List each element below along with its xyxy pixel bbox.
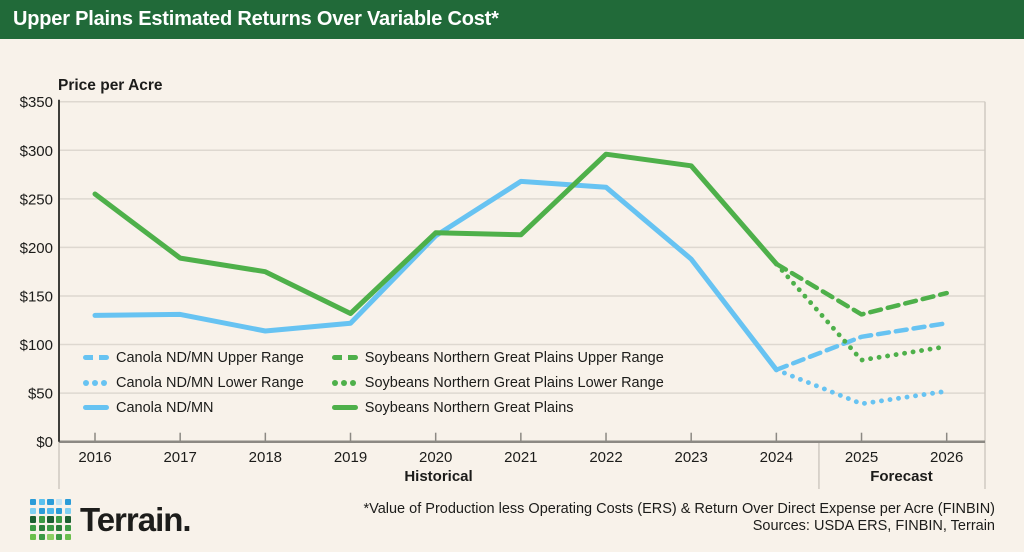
legend-column-soybeans: Soybeans Northern Great Plains Upper Ran… <box>331 345 664 420</box>
dashed-line-swatch-icon <box>331 355 365 360</box>
legend-item-canola: Canola ND/MN <box>83 395 304 420</box>
legend-label: Canola ND/MN Lower Range <box>116 374 304 391</box>
page-title: Upper Plains Estimated Returns Over Vari… <box>13 8 499 30</box>
solid-line-swatch-icon <box>83 405 116 410</box>
x-tick-label: 2022 <box>589 449 622 466</box>
y-tick-label: $350 <box>20 94 53 111</box>
legend-label: Canola ND/MN Upper Range <box>116 349 304 366</box>
y-tick-label: $50 <box>28 386 53 403</box>
y-tick-label: $200 <box>20 240 53 257</box>
series-line-soybeans-northern-great-plains-lower-range <box>774 261 950 363</box>
legend-item-soybeans-upper: Soybeans Northern Great Plains Upper Ran… <box>331 345 664 370</box>
x-section-label-forecast: Forecast <box>870 468 933 485</box>
series-line-canola-nd-mn <box>92 178 779 373</box>
y-axis-title: Price per Acre <box>58 77 163 94</box>
legend-item-canola-upper: Canola ND/MN Upper Range <box>83 345 304 370</box>
x-tick-label: 2018 <box>249 449 282 466</box>
x-tick-label: 2025 <box>845 449 878 466</box>
legend-label: Soybeans Northern Great Plains <box>364 399 574 416</box>
y-tick-label: $0 <box>36 434 53 451</box>
legend-item-canola-lower: Canola ND/MN Lower Range <box>83 370 304 395</box>
dashed-line-swatch-icon <box>83 355 116 360</box>
x-tick-label: 2026 <box>930 449 963 466</box>
series-line-canola-nd-mn-lower-range <box>774 367 950 407</box>
terrain-logo-icon <box>30 499 71 540</box>
x-tick-label: 2021 <box>504 449 537 466</box>
y-tick-label: $150 <box>20 288 53 305</box>
brand-lockup: Terrain. <box>30 499 192 540</box>
legend-label: Soybeans Northern Great Plains Lower Ran… <box>364 374 664 391</box>
header-bar: Upper Plains Estimated Returns Over Vari… <box>0 0 1024 39</box>
x-tick-label: 2017 <box>163 449 196 466</box>
x-section-label-historical: Historical <box>404 468 473 485</box>
legend: Canola ND/MN Upper Range Canola ND/MN Lo… <box>83 345 664 420</box>
y-tick-label: $100 <box>20 337 53 354</box>
legend-item-soybeans-lower: Soybeans Northern Great Plains Lower Ran… <box>331 370 664 395</box>
series-line-soybeans-northern-great-plains-upper-range <box>774 261 949 317</box>
x-tick-label: 2024 <box>760 449 793 466</box>
legend-item-soybeans: Soybeans Northern Great Plains <box>331 395 664 420</box>
dotted-line-swatch-icon <box>83 379 116 386</box>
footnotes: *Value of Production less Operating Cost… <box>363 501 995 535</box>
x-tick-label: 2023 <box>675 449 708 466</box>
legend-label: Soybeans Northern Great Plains Upper Ran… <box>364 349 664 366</box>
sources-text: Sources: USDA ERS, FINBIN, Terrain <box>752 518 995 534</box>
series-line-canola-nd-mn-upper-range <box>774 320 949 373</box>
y-tick-label: $250 <box>20 191 53 208</box>
x-tick-label: 2020 <box>419 449 452 466</box>
dotted-line-swatch-icon <box>331 379 365 386</box>
y-tick-label: $300 <box>20 143 53 160</box>
series-line-soybeans-northern-great-plains <box>92 151 779 316</box>
legend-column-canola: Canola ND/MN Upper Range Canola ND/MN Lo… <box>83 345 304 420</box>
x-tick-label: 2016 <box>78 449 111 466</box>
footnote-text: *Value of Production less Operating Cost… <box>363 501 995 517</box>
legend-label: Canola ND/MN <box>116 399 214 416</box>
brand-name: Terrain. <box>80 500 192 538</box>
solid-line-swatch-icon <box>331 405 365 410</box>
x-tick-label: 2019 <box>334 449 367 466</box>
